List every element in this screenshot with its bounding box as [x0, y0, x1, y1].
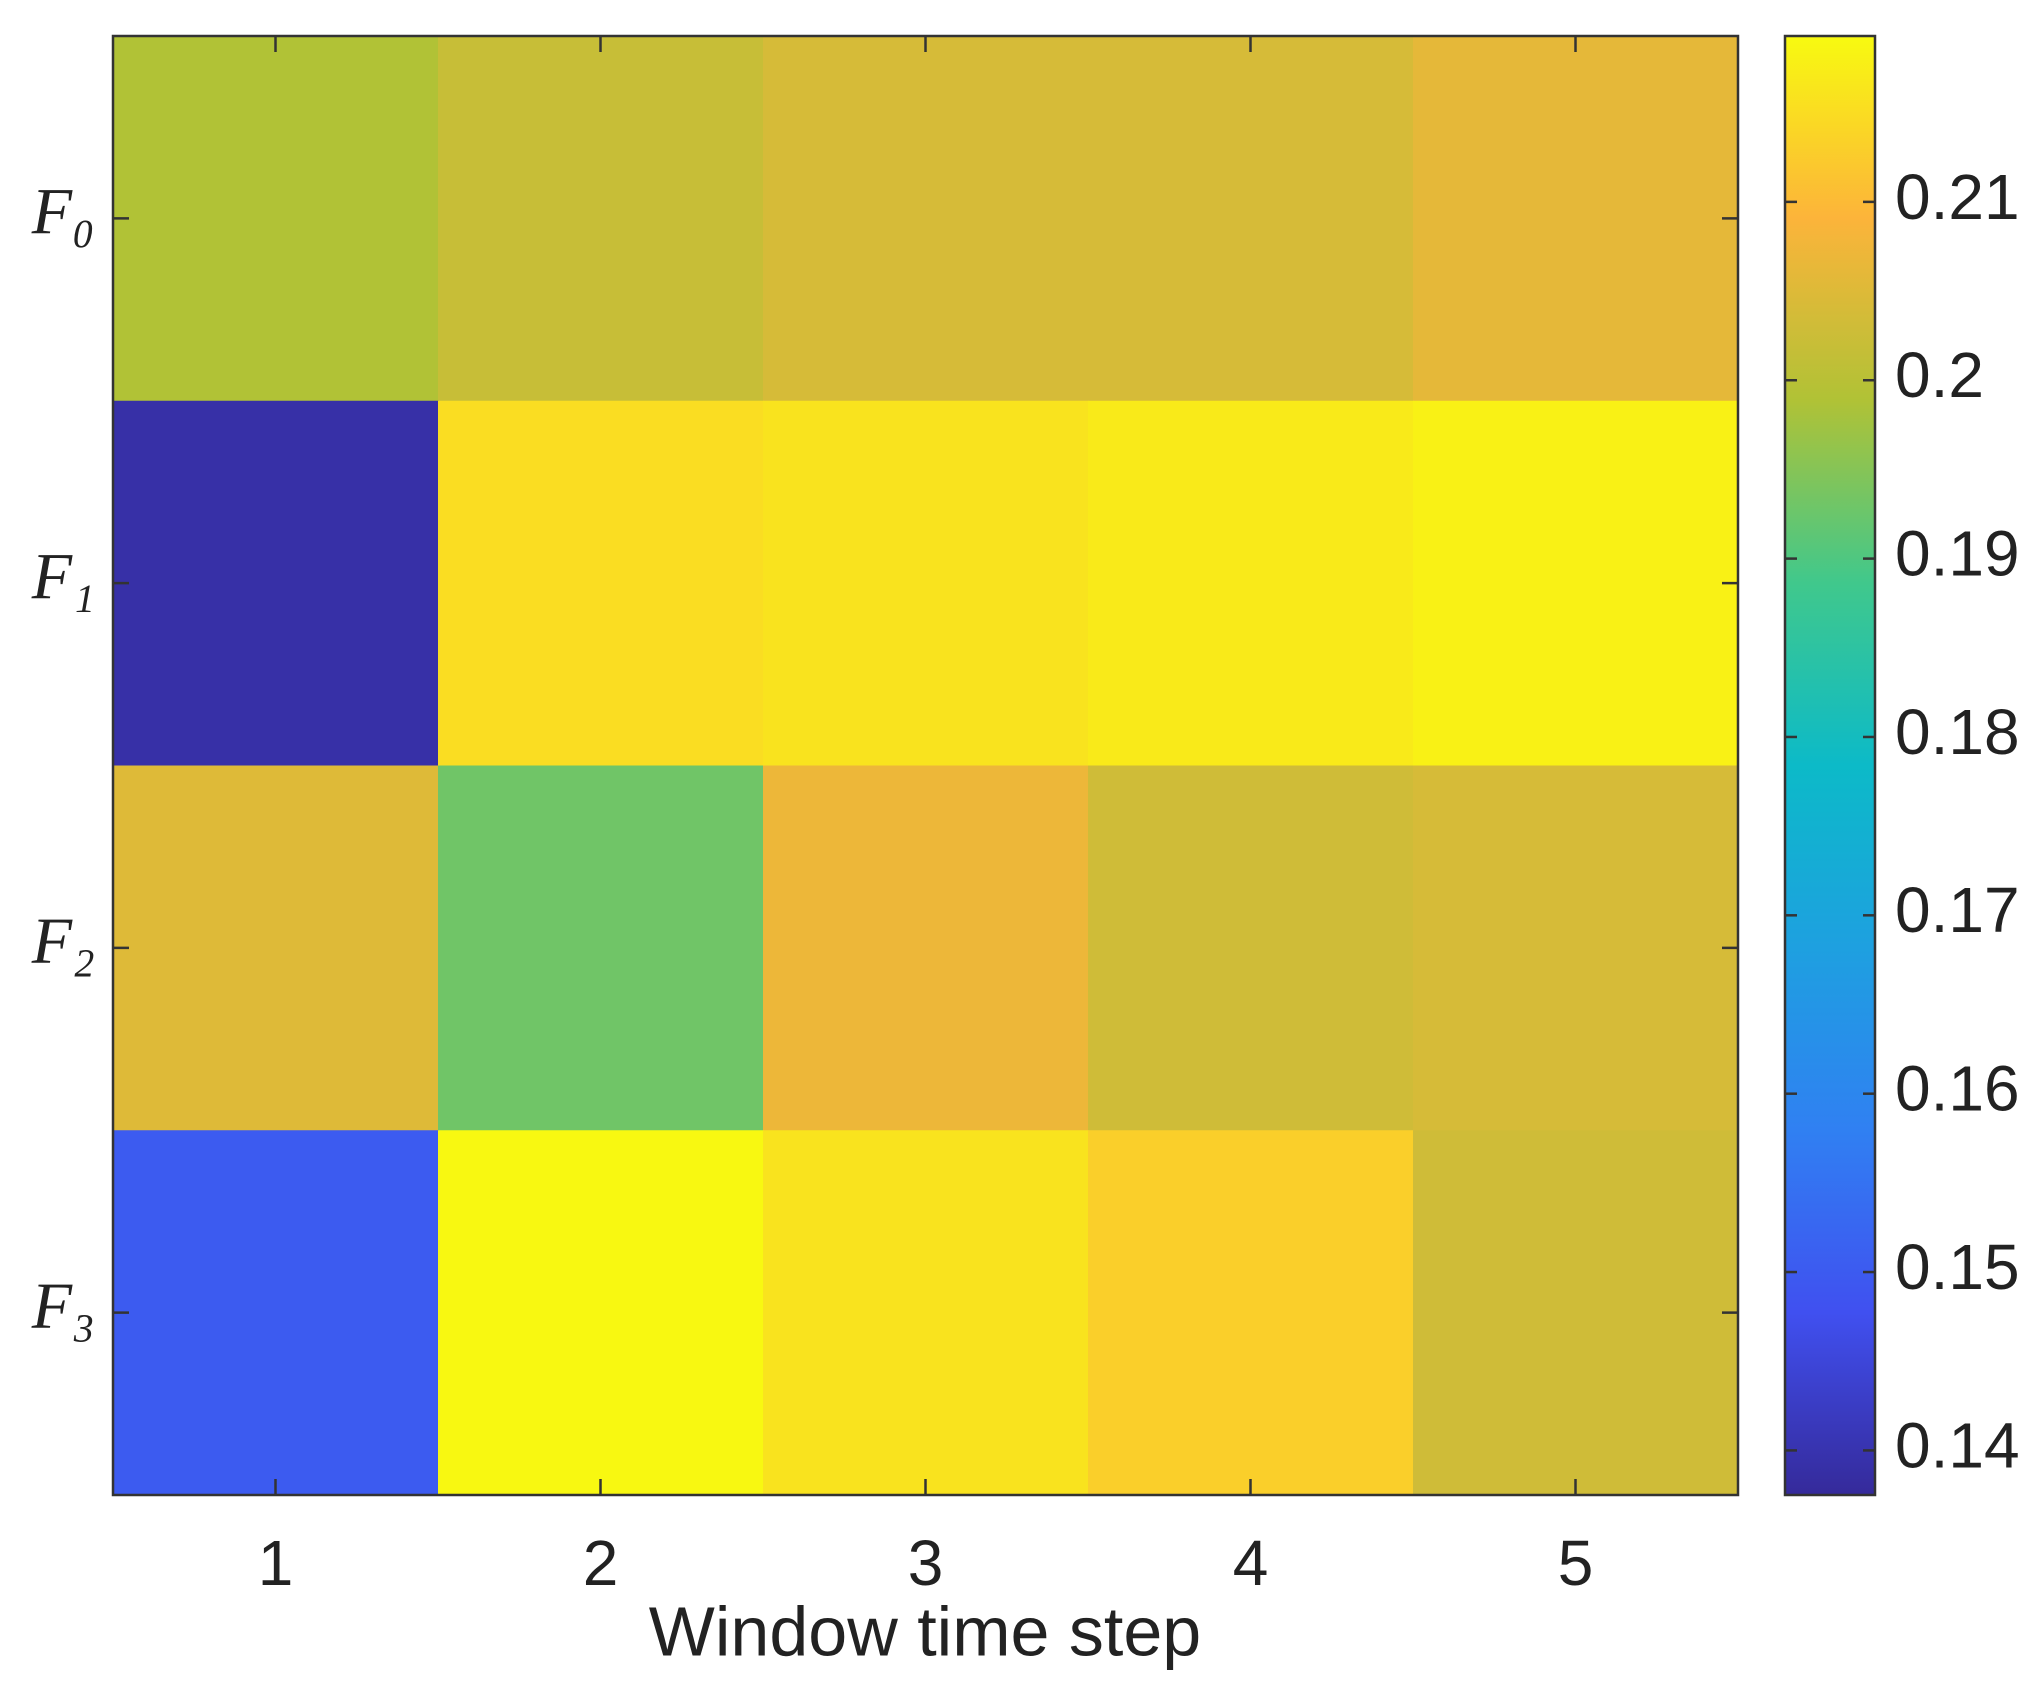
heatmap-cell	[763, 765, 1089, 1131]
x-tick-label: 4	[1233, 1527, 1269, 1599]
heatmap-cell	[1088, 765, 1414, 1131]
heatmap-cell	[1413, 765, 1739, 1131]
y-tick-label: F₁	[31, 540, 95, 613]
y-tick-label: F₃	[31, 1270, 95, 1343]
x-axis-label: Window time step	[649, 1592, 1201, 1670]
colorbar-tick-label: 0.2	[1895, 339, 1984, 411]
x-tick-label: 1	[258, 1527, 294, 1599]
heatmap-cell	[763, 36, 1089, 402]
heatmap-cell	[1088, 36, 1414, 402]
colorbar-tick-label: 0.15	[1895, 1231, 2020, 1303]
colorbar-tick-label: 0.16	[1895, 1053, 2020, 1125]
heatmap-cell	[1088, 400, 1414, 766]
heatmap-cell	[763, 400, 1089, 766]
x-tick-label: 3	[908, 1527, 944, 1599]
heatmap-cell	[1413, 36, 1739, 402]
x-tick-label: 5	[1558, 1527, 1594, 1599]
colorbar-tick-label: 0.19	[1895, 518, 2020, 590]
heatmap-cell	[438, 400, 764, 766]
colorbar-tick-label: 0.17	[1895, 874, 2020, 946]
y-tick-label: F₂	[31, 905, 95, 978]
colorbar	[1785, 36, 1875, 1495]
heatmap-cell	[438, 36, 764, 402]
heatmap-cell	[438, 1130, 764, 1496]
heatmap-cell	[113, 1130, 439, 1496]
heatmap-cell	[1088, 1130, 1414, 1496]
heatmap-cell	[763, 1130, 1089, 1496]
heatmap-cell	[113, 765, 439, 1131]
heatmap-cell	[438, 765, 764, 1131]
colorbar-tick-label: 0.18	[1895, 696, 2020, 768]
colorbar-tick-label: 0.21	[1895, 161, 2020, 233]
y-tick-label: F₀	[31, 176, 95, 249]
x-tick-label: 2	[583, 1527, 619, 1599]
heatmap-cell	[113, 400, 439, 766]
colorbar-tick-label: 0.14	[1895, 1409, 2020, 1481]
colorbar-frame	[1783, 34, 1877, 1497]
heatmap-cell	[1413, 1130, 1739, 1496]
heatmap-cell	[113, 36, 439, 402]
heatmap-cell	[1413, 400, 1739, 766]
